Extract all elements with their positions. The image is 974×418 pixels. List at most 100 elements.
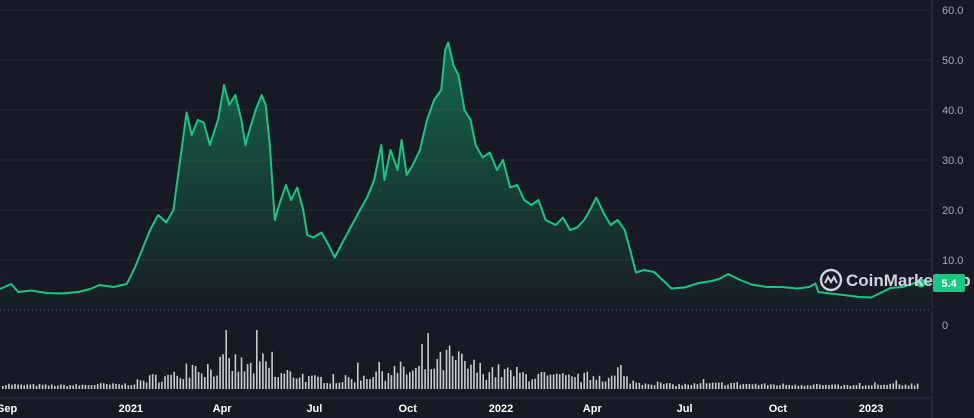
volume-bar	[26, 384, 29, 389]
volume-bar	[277, 377, 279, 389]
y-tick-label: 60.0	[942, 5, 963, 17]
volume-bar	[142, 380, 145, 389]
volume-bar	[809, 385, 812, 389]
volume-bar	[283, 373, 286, 389]
volume-bar	[387, 373, 390, 389]
volume-bar	[69, 385, 71, 389]
volume-bar	[889, 383, 891, 389]
volume-bar	[2, 386, 4, 389]
volume-bar	[476, 372, 478, 389]
x-tick-label: Sep	[0, 403, 17, 415]
volume-bar	[497, 364, 500, 389]
volume-bar	[338, 382, 341, 389]
volume-bar	[632, 380, 634, 389]
volume-bar	[568, 374, 570, 389]
volume-bar	[41, 384, 44, 389]
volume-bar	[341, 382, 344, 389]
volume-bar	[182, 379, 185, 389]
volume-bar	[537, 373, 540, 389]
volume-bar	[773, 384, 775, 389]
volume-bar	[898, 384, 901, 389]
volume-bar	[513, 376, 515, 389]
volume-bar	[834, 384, 836, 389]
volume-bar	[763, 383, 766, 389]
volume-bar	[399, 361, 402, 389]
volume-bar	[292, 377, 295, 389]
volume-bar	[754, 383, 757, 389]
volume-bar	[724, 385, 726, 389]
volume-bar	[610, 375, 613, 389]
volume-bar	[516, 366, 518, 389]
volume-bar	[751, 384, 754, 389]
volume-bar	[760, 384, 763, 389]
volume-bar	[601, 381, 604, 389]
volume-bar	[880, 385, 882, 389]
x-tick-label: Jul	[306, 403, 322, 415]
volume-bar	[598, 375, 601, 389]
volume-bar	[442, 370, 445, 389]
last-price-dot	[916, 278, 926, 288]
volume-bar	[436, 358, 439, 389]
volume-bar	[690, 385, 693, 389]
volume-bar	[225, 330, 227, 389]
volume-bar	[776, 385, 778, 389]
volume-bar	[445, 349, 448, 389]
volume-bar	[543, 372, 546, 389]
volume-bar	[231, 371, 234, 389]
volume-bar	[800, 384, 803, 389]
volume-bar	[638, 382, 641, 389]
volume-bar	[375, 371, 377, 389]
volume-bar	[620, 365, 622, 389]
volume-bar	[464, 360, 466, 389]
volume-bar	[5, 385, 7, 389]
volume-bar	[188, 377, 191, 389]
volume-bar	[659, 382, 662, 389]
volume-bar	[402, 366, 405, 389]
volume-bar	[378, 362, 380, 389]
volume-bar	[66, 386, 68, 389]
volume-bar	[663, 384, 665, 389]
volume-bar	[11, 384, 13, 389]
volume-bar	[522, 372, 524, 389]
volume-bar	[335, 383, 338, 389]
volume-bar	[577, 373, 579, 389]
volume-bar	[457, 351, 460, 389]
volume-bar	[167, 374, 169, 389]
volume-bar	[213, 376, 215, 389]
volume-bar	[672, 384, 674, 389]
volume-bar	[595, 379, 598, 389]
last-price-badge	[933, 274, 965, 292]
volume-bar	[268, 367, 270, 389]
volume-bar	[877, 384, 879, 389]
volume-bar	[396, 372, 399, 389]
volume-bar	[491, 367, 494, 389]
volume-bar	[604, 381, 607, 389]
volume-bar	[35, 385, 38, 389]
volume-bar	[871, 385, 873, 389]
volume-bar	[421, 343, 423, 389]
volume-bar	[280, 373, 283, 389]
volume-bar	[289, 371, 292, 389]
volume-bar	[84, 384, 87, 389]
volume-bar	[868, 385, 870, 389]
volume-bar	[363, 375, 365, 389]
volume-bar	[130, 385, 133, 389]
volume-bar	[366, 379, 368, 389]
volume-zero-label: 0	[942, 320, 948, 332]
x-tick-label: 2023	[859, 403, 883, 415]
volume-bar	[54, 385, 56, 389]
coinmarketcap-logo-icon	[819, 268, 843, 292]
volume-bar	[500, 377, 503, 389]
y-tick-label: 10.0	[942, 255, 963, 267]
volume-bar	[482, 374, 484, 389]
volume-bar	[145, 382, 148, 389]
price-line[interactable]	[0, 41, 931, 299]
volume-bar	[332, 374, 335, 389]
volume-bar	[861, 385, 864, 389]
volume-bar	[678, 384, 680, 389]
x-tick-label: 2021	[119, 403, 143, 415]
volume-bar	[93, 385, 96, 389]
volume-bar	[565, 375, 567, 389]
